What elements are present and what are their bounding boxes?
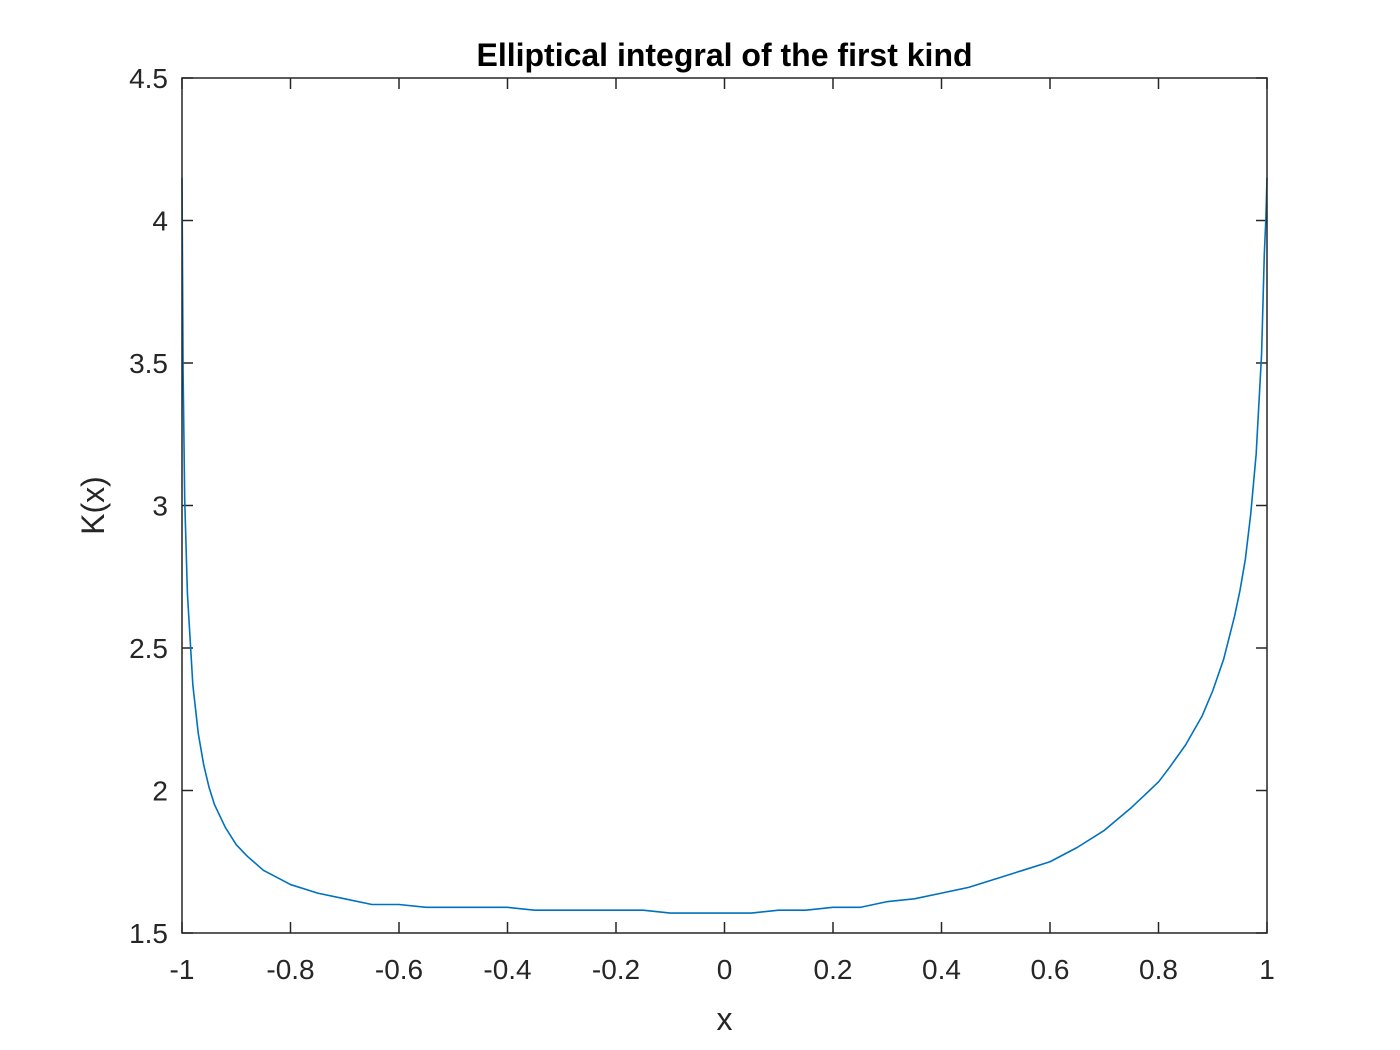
x-tick-label: -0.6	[375, 954, 423, 985]
chart-title: Elliptical integral of the first kind	[476, 37, 972, 73]
y-tick-label: 4.5	[129, 63, 168, 94]
y-tick-label: 3	[152, 491, 168, 522]
y-axis-label: K(x)	[75, 476, 111, 535]
x-tick-label: -1	[170, 954, 195, 985]
x-tick-label: 0.6	[1031, 954, 1070, 985]
x-tick-label: 0.8	[1139, 954, 1178, 985]
series-layer	[181, 177, 1268, 914]
y-tick-label: 1.5	[129, 918, 168, 949]
y-tick-labels: 1.5 2 2.5 3 3.5 4 4.5	[129, 63, 168, 949]
x-tick-label: 1	[1259, 954, 1275, 985]
y-tick-label: 3.5	[129, 348, 168, 379]
x-tick-label: -0.2	[592, 954, 640, 985]
y-tick-label: 4	[152, 206, 168, 237]
y-tick-label: 2	[152, 776, 168, 807]
x-tick-label: -0.4	[483, 954, 531, 985]
x-axis-label: x	[717, 1001, 733, 1037]
plot-area	[182, 78, 1267, 933]
x-tick-labels: -1 -0.8 -0.6 -0.4 -0.2 0 0.2 0.4 0.6 0.8 1	[170, 954, 1275, 985]
axes-box	[181, 77, 1268, 934]
x-tick-label: 0.4	[922, 954, 961, 985]
x-tick-label: 0	[717, 954, 733, 985]
x-tick-label: 0.2	[814, 954, 853, 985]
series-line-0	[181, 177, 1268, 914]
y-tick-label: 2.5	[129, 633, 168, 664]
x-tick-label: -0.8	[266, 954, 314, 985]
